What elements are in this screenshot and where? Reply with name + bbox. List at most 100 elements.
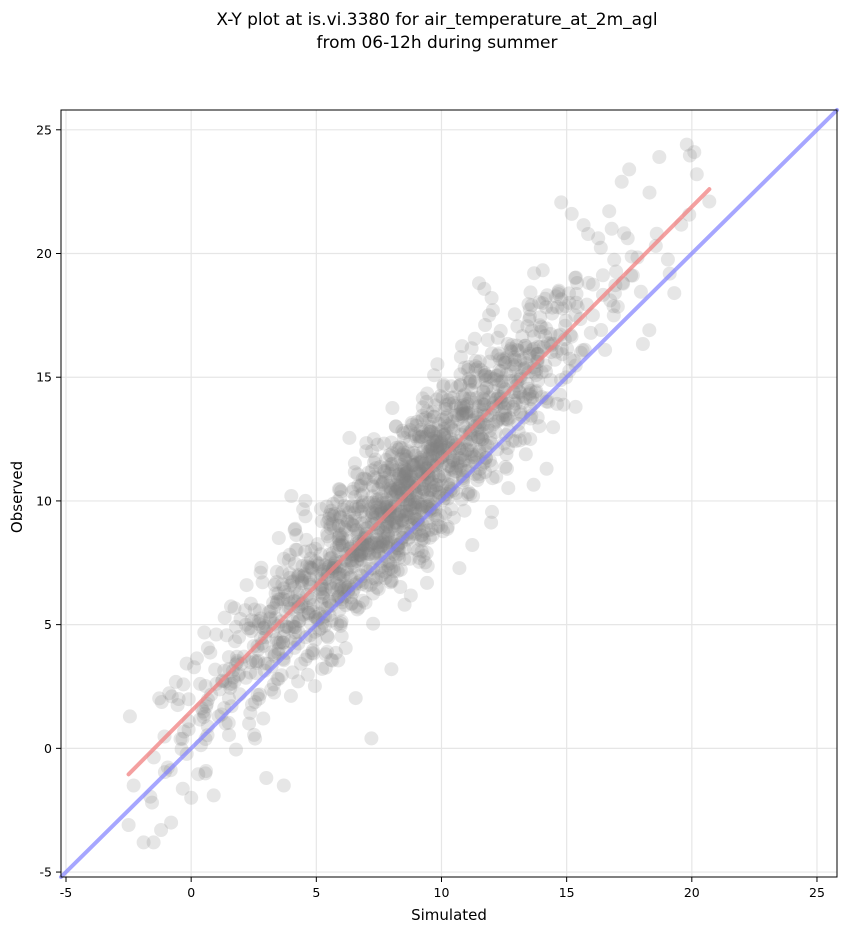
- data-point: [491, 411, 506, 426]
- data-point: [373, 535, 388, 550]
- data-point: [420, 447, 434, 462]
- data-point: [436, 379, 451, 394]
- data-point: [410, 495, 425, 510]
- data-point: [404, 468, 419, 483]
- data-point: [442, 396, 457, 411]
- data-point: [553, 387, 568, 402]
- data-point: [352, 600, 366, 615]
- data-point: [484, 458, 499, 473]
- data-point: [408, 500, 423, 515]
- data-point: [364, 731, 379, 746]
- data-point: [380, 519, 395, 534]
- data-point: [413, 499, 428, 514]
- data-point: [243, 621, 258, 636]
- data-point: [538, 291, 553, 306]
- data-point: [489, 414, 504, 429]
- data-point: [154, 695, 169, 709]
- data-point: [425, 449, 440, 464]
- data-point: [320, 644, 335, 659]
- data-point: [389, 510, 404, 524]
- data-point: [370, 437, 385, 452]
- data-point: [412, 477, 426, 492]
- data-point: [335, 531, 350, 545]
- data-point: [361, 495, 376, 510]
- data-point: [464, 382, 479, 397]
- data-point: [435, 478, 450, 493]
- data-point: [244, 613, 259, 628]
- data-point: [518, 447, 533, 462]
- data-point: [477, 397, 491, 412]
- data-point: [390, 481, 405, 496]
- data-point: [298, 544, 313, 559]
- data-point: [242, 716, 257, 731]
- data-point: [455, 339, 470, 354]
- data-point: [460, 442, 475, 457]
- data-point: [532, 318, 547, 333]
- data-point: [488, 425, 503, 439]
- data-point: [434, 520, 448, 535]
- data-point: [453, 378, 468, 393]
- data-point: [369, 500, 384, 515]
- data-point: [320, 628, 335, 643]
- data-point: [369, 537, 384, 552]
- data-point: [389, 478, 404, 493]
- data-point: [529, 384, 544, 398]
- data-point: [419, 488, 434, 503]
- data-point: [620, 231, 635, 246]
- data-point: [276, 592, 291, 606]
- data-point: [197, 625, 212, 640]
- data-point: [271, 586, 286, 601]
- data-point: [324, 652, 339, 667]
- data-point: [420, 470, 435, 485]
- data-point: [428, 398, 443, 413]
- data-point: [422, 530, 437, 545]
- data-point: [419, 394, 434, 409]
- data-point: [569, 295, 584, 310]
- data-point: [121, 818, 136, 832]
- data-point: [372, 491, 387, 506]
- data-point: [354, 553, 369, 568]
- data-point: [345, 556, 360, 571]
- data-point: [461, 360, 476, 374]
- data-point: [353, 479, 368, 493]
- data-point: [399, 449, 414, 464]
- data-point: [452, 406, 467, 421]
- data-point: [415, 531, 430, 546]
- data-point: [539, 364, 553, 379]
- data-point: [384, 449, 399, 464]
- data-point: [415, 391, 430, 406]
- data-point: [518, 338, 532, 353]
- data-point: [385, 401, 400, 415]
- data-point: [428, 502, 443, 517]
- data-point: [257, 616, 272, 631]
- data-point: [573, 345, 588, 360]
- data-point: [203, 645, 218, 660]
- data-point: [418, 411, 433, 425]
- data-point: [463, 374, 478, 389]
- data-point: [145, 795, 159, 810]
- data-point: [369, 492, 384, 507]
- data-point: [523, 285, 538, 300]
- data-point: [485, 471, 500, 486]
- data-point: [434, 435, 449, 450]
- data-point: [424, 424, 439, 439]
- data-point: [326, 520, 341, 535]
- data-point: [465, 538, 480, 552]
- data-point: [312, 557, 327, 571]
- data-point: [441, 477, 456, 492]
- data-point: [423, 483, 438, 498]
- data-point: [408, 448, 423, 463]
- data-point: [334, 527, 349, 542]
- data-point: [568, 270, 583, 285]
- data-point: [386, 519, 401, 534]
- data-point: [532, 419, 547, 434]
- data-point: [388, 484, 403, 499]
- data-point: [267, 647, 282, 662]
- data-point: [329, 576, 344, 591]
- data-point: [281, 587, 296, 602]
- data-point: [413, 434, 428, 449]
- data-point: [407, 506, 422, 521]
- data-point: [461, 363, 475, 377]
- data-point: [393, 504, 408, 519]
- data-point: [378, 471, 392, 485]
